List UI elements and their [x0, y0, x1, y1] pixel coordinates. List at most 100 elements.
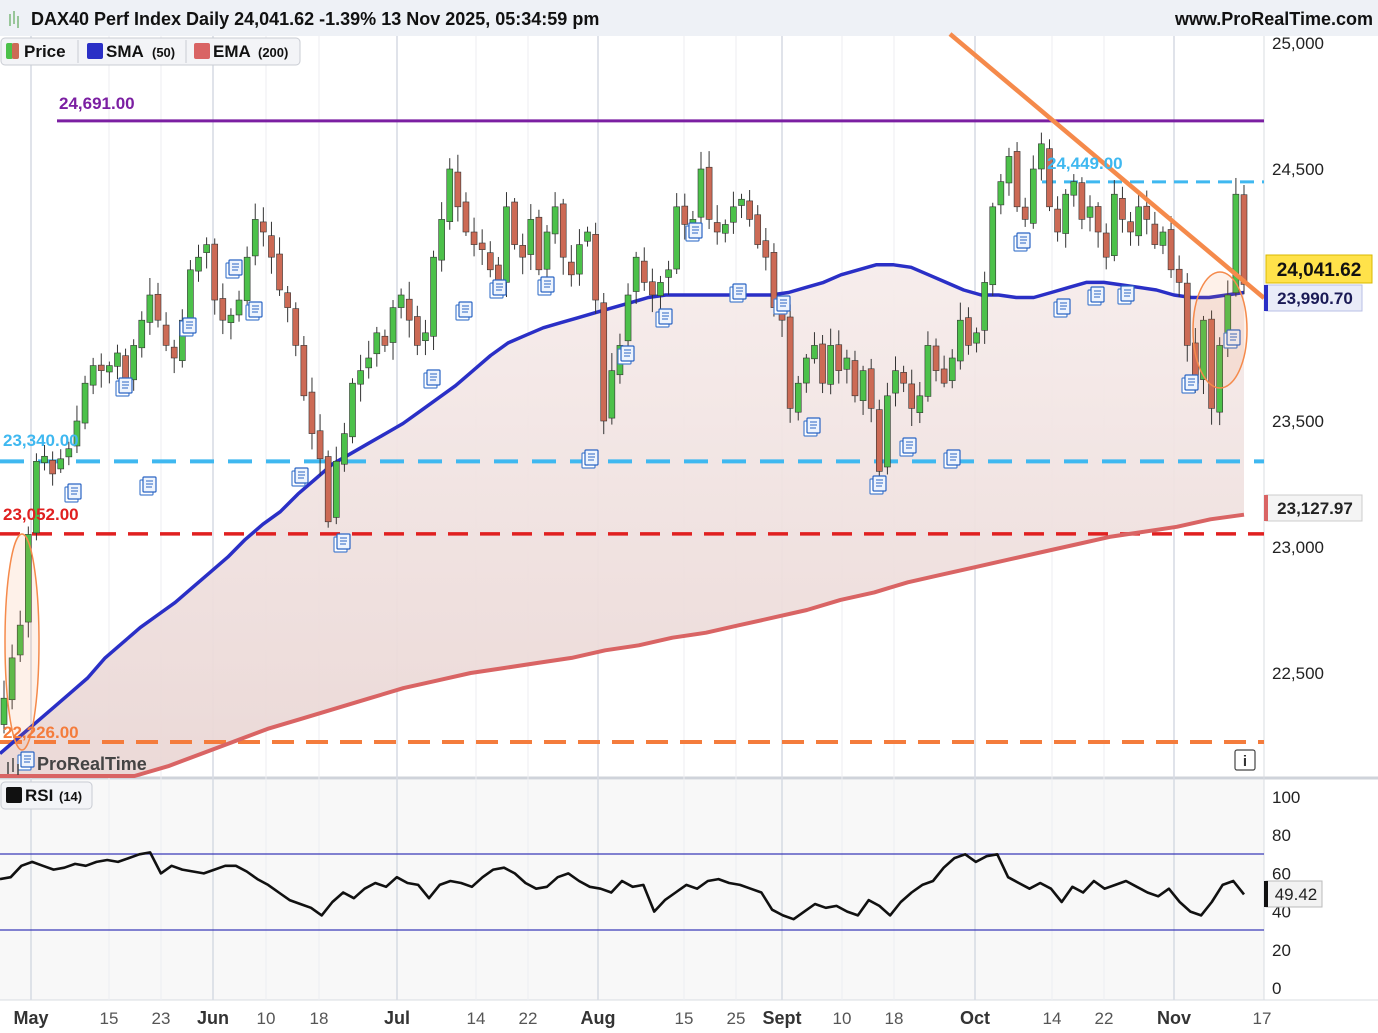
candle [640, 247, 648, 291]
candle-body [179, 319, 186, 361]
candle [576, 229, 583, 286]
candle [284, 286, 291, 323]
candle [1159, 226, 1167, 255]
info-icon[interactable]: i [1234, 749, 1256, 771]
candle-body [454, 171, 462, 208]
candle-body [138, 319, 146, 349]
candle [559, 198, 567, 275]
highlight-ellipse-nov[interactable] [1192, 271, 1248, 389]
candle [25, 526, 32, 638]
candle [722, 219, 729, 243]
candle-body [1200, 319, 1207, 380]
legend-ema[interactable]: EMA (200) [194, 42, 288, 61]
chart-header-bar [0, 0, 1378, 36]
rsi-value-tag: 49.42 [1264, 880, 1323, 908]
site-url[interactable]: www.ProRealTime.com [1174, 9, 1373, 29]
candle [316, 414, 324, 476]
candle [932, 338, 940, 382]
ema-200-line [0, 512, 1245, 778]
candle [762, 228, 770, 271]
candle-body [924, 345, 932, 397]
watermark-text: ProRealTime [37, 754, 147, 774]
candle [608, 353, 616, 425]
candle [308, 377, 316, 450]
candle-body [519, 245, 526, 258]
candle-body [640, 260, 648, 283]
candle-body [8, 657, 16, 701]
candle [276, 237, 283, 296]
candle [16, 610, 24, 662]
candle-body [162, 324, 170, 346]
candle [1038, 132, 1045, 181]
candle-body [843, 357, 851, 370]
candle [365, 340, 373, 379]
news-icon [655, 308, 673, 328]
candle-body [1013, 151, 1021, 208]
candle [948, 349, 956, 389]
candle-body [268, 235, 275, 258]
candle-body [543, 231, 551, 270]
candle [1005, 147, 1013, 196]
news-icon [115, 377, 133, 397]
candle-body [260, 221, 267, 233]
candle [430, 250, 437, 351]
candle [1119, 186, 1126, 233]
candle [357, 354, 364, 402]
rsi-legend[interactable]: RSI (14) [0, 781, 93, 810]
x-tick-label: 10 [257, 1009, 276, 1028]
candle [543, 225, 551, 281]
ema-value-text: 23,127.97 [1277, 499, 1353, 518]
candle-body [381, 335, 389, 346]
candle [738, 193, 745, 219]
candle-body [786, 316, 794, 409]
legend[interactable]: Price SMA (50) EMA (200) [0, 37, 301, 66]
downtrend-line[interactable] [948, 32, 1266, 300]
legend-sma[interactable]: SMA (50) [87, 42, 175, 61]
candle-body [422, 332, 429, 342]
candle [381, 329, 389, 352]
sma-50-line [0, 263, 1245, 755]
candle-body [106, 365, 113, 373]
candle-body [762, 240, 770, 258]
candle [324, 450, 332, 528]
candle-body [187, 269, 194, 324]
legend-price[interactable]: Price [6, 42, 66, 61]
candle-body [1054, 208, 1061, 233]
candle-body [657, 282, 664, 296]
x-tick-label: 22 [519, 1009, 538, 1028]
x-tick-label: May [13, 1008, 48, 1028]
candle [292, 302, 300, 357]
candle-body [373, 332, 381, 355]
y-tick-label: 22,500 [1272, 664, 1324, 683]
candle-body [584, 231, 591, 242]
news-icon [685, 222, 703, 242]
candle [41, 444, 48, 471]
candle-body [284, 292, 291, 308]
candle-body [446, 168, 454, 222]
news-icon [245, 301, 263, 321]
candle [1135, 192, 1142, 246]
news-markers[interactable] [17, 222, 1241, 771]
support-orange-label: 22,226.00 [3, 723, 79, 742]
news-icon [1223, 329, 1241, 349]
candle-body [405, 298, 413, 321]
candle [1240, 185, 1248, 295]
candle [997, 174, 1005, 215]
candle [511, 198, 518, 250]
candle [697, 151, 705, 229]
x-tick-label: 18 [310, 1009, 329, 1028]
candle [243, 246, 251, 308]
candle-body [624, 294, 632, 342]
candle [665, 260, 672, 295]
highlight-ellipse-may[interactable] [4, 533, 40, 751]
candle [1183, 273, 1191, 362]
candle-body [730, 206, 737, 223]
news-icon [455, 301, 473, 321]
candle [1078, 177, 1086, 230]
candle [332, 446, 340, 525]
x-tick-label: Jul [384, 1008, 410, 1028]
candle-body [170, 346, 178, 359]
candle [1167, 216, 1175, 278]
candle-body [989, 206, 997, 286]
